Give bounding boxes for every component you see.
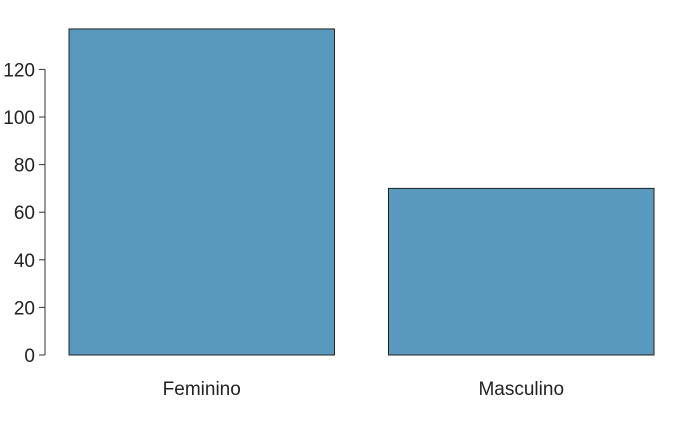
bar-feminino	[68, 28, 335, 356]
y-tick-label: 100	[3, 108, 35, 129]
y-tick-label: 60	[14, 203, 35, 224]
bar-masculino	[388, 187, 655, 356]
y-axis: 0 20 40 60 80 100 120	[3, 60, 46, 367]
x-category-label: Masculino	[478, 379, 564, 400]
y-tick-label: 80	[14, 156, 35, 177]
y-tick-label: 40	[14, 251, 35, 272]
x-axis-labels: Feminino Masculino	[163, 379, 564, 400]
x-category-label: Feminino	[163, 379, 241, 400]
y-tick-label: 120	[3, 60, 35, 81]
bars	[68, 28, 655, 356]
y-tick-label: 0	[24, 346, 35, 367]
y-tick-label: 20	[14, 298, 35, 319]
